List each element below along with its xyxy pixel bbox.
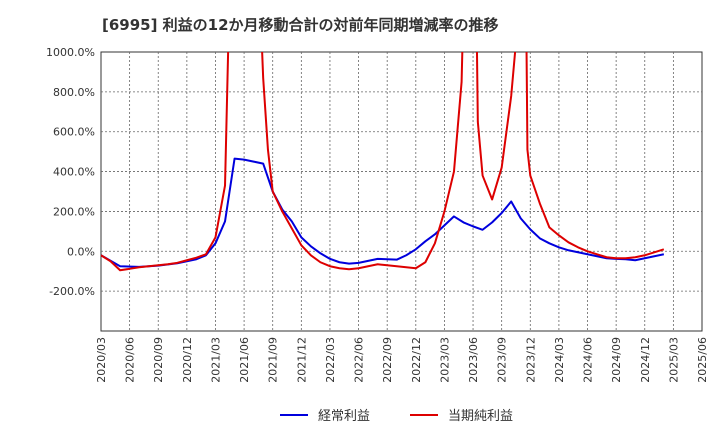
x-tick-label: 2025/03	[667, 337, 680, 383]
x-tick-label: 2020/09	[152, 337, 165, 383]
x-tick-label: 2022/03	[324, 337, 337, 383]
series-line	[101, 52, 665, 272]
x-tick-label: 2021/06	[238, 337, 251, 383]
x-tick-label: 2023/09	[496, 337, 509, 383]
x-tick-label: 2021/12	[295, 337, 308, 383]
y-tick-label: -200.0%	[49, 285, 95, 298]
x-tick-label: 2021/03	[209, 337, 222, 383]
x-axis: 2020/03 2020/06 2020/09 2020/12 2021/03 2021/…	[95, 337, 709, 383]
x-tick-label: 2020/12	[181, 337, 194, 383]
x-tick-label: 2022/12	[410, 337, 423, 383]
y-tick-label: 800.0%	[53, 86, 95, 99]
y-tick-label: 600.0%	[53, 126, 95, 139]
x-tick-label: 2021/09	[267, 337, 280, 383]
chart-title: [6995] 利益の12か月移動合計の対前年同期増減率の推移	[102, 16, 499, 34]
x-tick-label: 2023/06	[467, 337, 480, 383]
x-tick-label: 2020/03	[95, 337, 108, 383]
legend-label: 当期純利益	[448, 409, 513, 424]
x-tick-label: 2023/03	[438, 337, 451, 383]
x-tick-label: 2023/12	[524, 337, 537, 383]
x-tick-label: 2024/03	[553, 337, 566, 383]
grid-lines	[101, 52, 702, 331]
y-tick-label: 0.0%	[67, 245, 95, 258]
legend: 経常利益 当期純利益	[280, 409, 513, 424]
x-tick-label: 2025/06	[696, 337, 709, 383]
series-line	[101, 157, 665, 268]
y-axis: 1000.0% 800.0% 600.0% 400.0% 200.0% 0.0% -200.…	[46, 46, 95, 298]
series-lines	[101, 52, 665, 272]
y-tick-label: 200.0%	[53, 205, 95, 218]
x-tick-label: 2022/06	[353, 337, 366, 383]
plot-area	[100, 51, 703, 332]
x-tick-label: 2022/09	[381, 337, 394, 383]
y-tick-label: 1000.0%	[46, 46, 95, 59]
x-tick-label: 2024/06	[582, 337, 595, 383]
x-tick-label: 2020/06	[124, 337, 137, 383]
x-tick-label: 2024/09	[610, 337, 623, 383]
y-tick-label: 400.0%	[53, 166, 95, 179]
x-tick-label: 2024/12	[639, 337, 652, 383]
legend-label: 経常利益	[318, 409, 370, 424]
